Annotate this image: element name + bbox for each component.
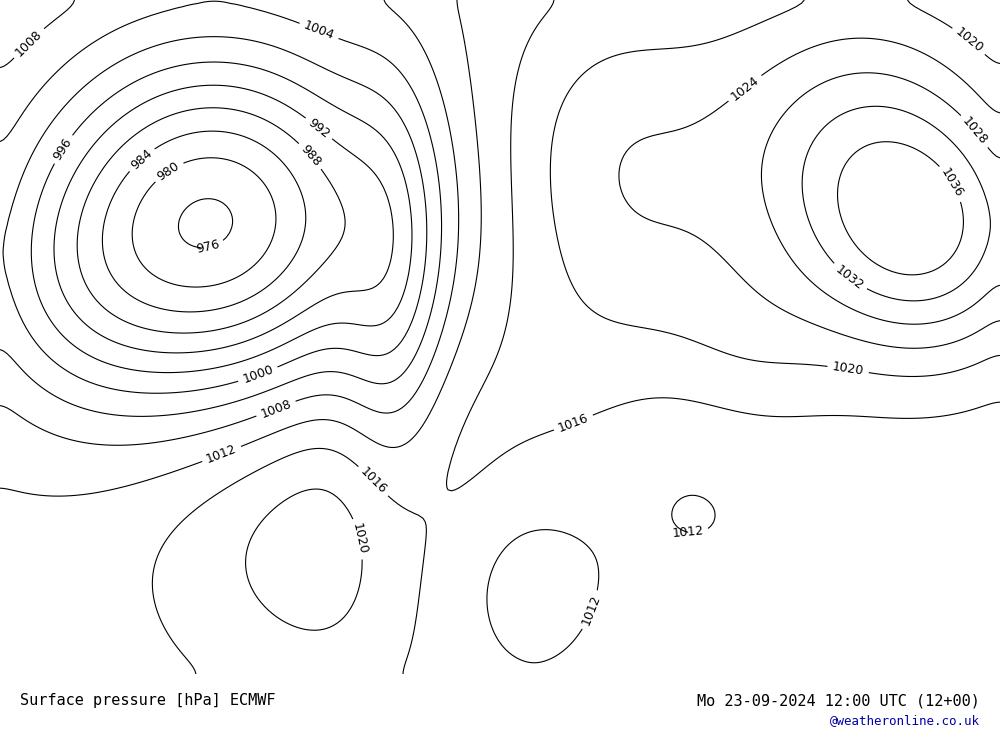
Text: 1036: 1036 xyxy=(938,166,966,200)
Text: 1012: 1012 xyxy=(580,593,603,627)
Text: 1004: 1004 xyxy=(302,19,336,43)
Text: 1016: 1016 xyxy=(357,465,389,497)
Text: 980: 980 xyxy=(155,159,182,183)
Text: 1024: 1024 xyxy=(728,73,761,103)
Text: 1020: 1020 xyxy=(831,361,865,378)
Text: 1012: 1012 xyxy=(205,442,239,466)
Text: 976: 976 xyxy=(195,238,221,257)
Text: 1000: 1000 xyxy=(241,363,275,386)
Text: 996: 996 xyxy=(51,136,75,163)
Text: 1008: 1008 xyxy=(259,397,293,420)
Text: 1020: 1020 xyxy=(350,522,369,556)
Text: 1032: 1032 xyxy=(833,262,866,292)
Text: 988: 988 xyxy=(298,143,323,169)
Text: Mo 23-09-2024 12:00 UTC (12+00): Mo 23-09-2024 12:00 UTC (12+00) xyxy=(697,693,980,708)
Text: @weatheronline.co.uk: @weatheronline.co.uk xyxy=(830,714,980,727)
Text: 1020: 1020 xyxy=(953,26,986,56)
Text: 1012: 1012 xyxy=(672,524,705,540)
Text: 1028: 1028 xyxy=(960,114,990,147)
Text: 992: 992 xyxy=(306,116,332,141)
Text: 984: 984 xyxy=(128,147,155,172)
Text: 1016: 1016 xyxy=(556,411,591,435)
Text: Surface pressure [hPa] ECMWF: Surface pressure [hPa] ECMWF xyxy=(20,693,276,708)
Text: 1008: 1008 xyxy=(13,27,45,59)
